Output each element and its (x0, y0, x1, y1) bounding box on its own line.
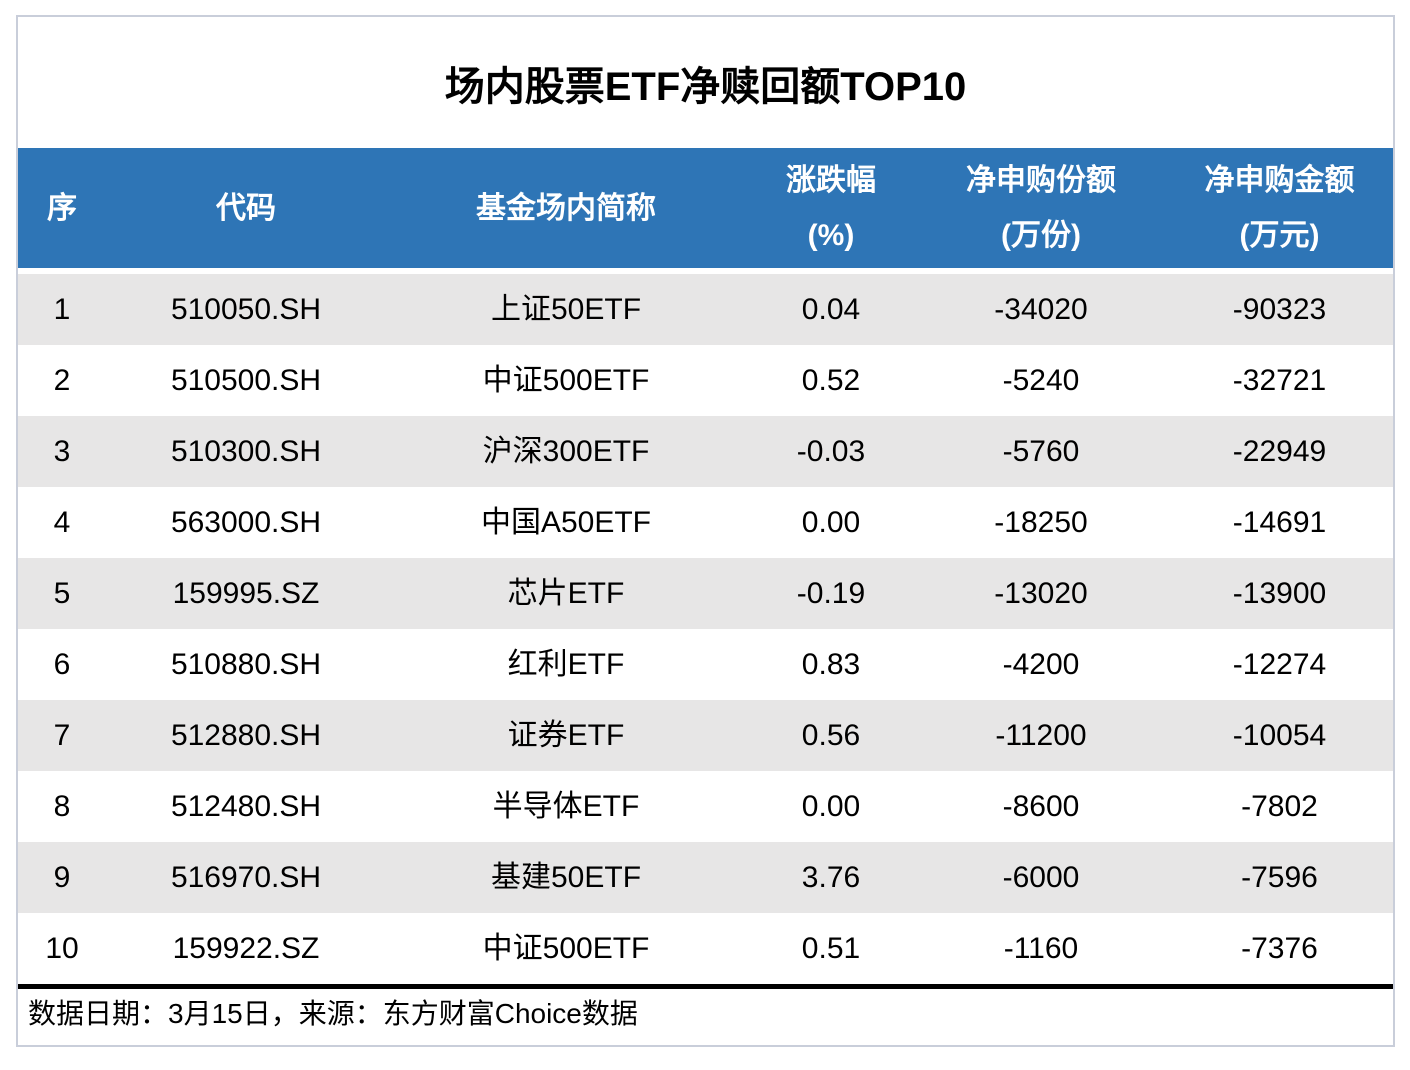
cell-rank: 3 (53, 435, 71, 468)
cell-change: 0.00 (801, 506, 861, 539)
col-header-net-shares-label-2: (万份) (1001, 219, 1081, 252)
cell-net-amount: -13900 (1232, 577, 1327, 610)
cell-code: 512880.SH (170, 719, 322, 752)
table-row: 10 159922.SZ 中证500ETF 0.51 -1160 -7376 (18, 913, 1393, 984)
cell-code: 510050.SH (170, 293, 322, 326)
cell-code: 510300.SH (170, 435, 322, 468)
cell-net-shares: -8600 (1002, 790, 1080, 823)
cell-net-amount: -14691 (1232, 506, 1327, 539)
table-frame: 场内股票ETF净赎回额TOP10 序 代码 (16, 15, 1395, 1047)
cell-fund-name: 证券ETF (507, 719, 625, 752)
cell-fund-name: 上证50ETF (490, 293, 642, 326)
cell-fund-name: 芯片ETF (507, 577, 625, 610)
cell-code: 510500.SH (170, 364, 322, 397)
col-header-fund-name-label: 基金场内简称 (476, 191, 656, 225)
cell-net-amount: -32721 (1232, 364, 1327, 397)
cell-change: 0.83 (801, 648, 861, 681)
cell-net-shares: -34020 (994, 293, 1088, 326)
cell-net-shares: -18250 (994, 506, 1088, 539)
cell-rank: 7 (53, 719, 71, 752)
cell-change: 0.56 (801, 719, 861, 752)
cell-fund-name: 红利ETF (507, 648, 625, 681)
cell-rank: 6 (53, 648, 71, 681)
cell-fund-name: 基建50ETF (490, 861, 642, 894)
col-header-net-amount: 净申购金额 (万元) (1166, 148, 1393, 274)
cell-net-amount: -12274 (1232, 648, 1327, 681)
cell-code: 512480.SH (170, 790, 322, 823)
table-header-row: 序 代码 基金场内简称 涨跌幅 (%) 净申购份额 (万份) (18, 148, 1393, 274)
cell-net-shares: -4200 (1002, 648, 1080, 681)
page-title: 场内股票ETF净赎回额TOP10 (444, 64, 967, 109)
col-header-net-amount-label-2: (万元) (1239, 219, 1320, 252)
cell-change: 0.04 (801, 293, 861, 326)
col-header-net-shares: 净申购份额 (万份) (916, 148, 1166, 274)
cell-change: -0.19 (796, 577, 866, 610)
cell-net-amount: -90323 (1232, 293, 1327, 326)
cell-fund-name: 中国A50ETF (480, 506, 652, 539)
col-header-change-label-1: 涨跌幅 (786, 164, 876, 197)
cell-rank: 2 (53, 364, 71, 397)
cell-change: 0.00 (801, 790, 861, 823)
col-header-net-shares-label-1: 净申购份额 (966, 164, 1116, 197)
cell-net-shares: -11200 (995, 719, 1087, 752)
cell-net-shares: -5240 (1002, 364, 1080, 397)
cell-change: 3.76 (801, 861, 861, 894)
cell-code: 516970.SH (170, 861, 322, 894)
cell-code: 159995.SZ (172, 577, 320, 610)
title-area: 场内股票ETF净赎回额TOP10 (18, 17, 1393, 148)
cell-net-amount: -10054 (1232, 719, 1327, 752)
cell-rank: 8 (53, 790, 71, 823)
cell-rank: 5 (53, 577, 71, 610)
col-header-code-label: 代码 (216, 191, 276, 225)
cell-net-shares: -1160 (1003, 932, 1079, 965)
table-row: 1 510050.SH 上证50ETF 0.04 -34020 -90323 (18, 271, 1393, 345)
cell-fund-name: 半导体ETF (492, 790, 640, 823)
cell-code: 159922.SZ (172, 932, 320, 965)
col-header-fund-name: 基金场内简称 (386, 148, 746, 274)
cell-change: 0.51 (801, 932, 861, 965)
cell-net-amount: -7596 (1241, 861, 1318, 894)
cell-net-shares: -13020 (994, 577, 1088, 610)
cell-net-amount: -7376 (1241, 932, 1318, 965)
cell-rank: 4 (53, 506, 71, 539)
cell-fund-name: 中证500ETF (482, 364, 650, 397)
table-row: 8 512480.SH 半导体ETF 0.00 -8600 -7802 (18, 771, 1393, 842)
table-row: 6 510880.SH 红利ETF 0.83 -4200 -12274 (18, 629, 1393, 700)
cell-rank: 1 (53, 293, 71, 326)
cell-code: 563000.SH (170, 506, 322, 539)
cell-rank: 9 (53, 861, 71, 894)
cell-code: 510880.SH (170, 648, 322, 681)
table-row: 7 512880.SH 证券ETF 0.56 -11200 -10054 (18, 700, 1393, 771)
etf-table: 序 代码 基金场内简称 涨跌幅 (%) 净申购份额 (万份) (18, 148, 1393, 984)
col-header-code: 代码 (106, 148, 386, 274)
cell-fund-name: 沪深300ETF (482, 435, 650, 468)
table-row: 2 510500.SH 中证500ETF 0.52 -5240 -32721 (18, 345, 1393, 416)
col-header-net-amount-label-1: 净申购金额 (1204, 164, 1355, 197)
table-row: 3 510300.SH 沪深300ETF -0.03 -5760 -22949 (18, 416, 1393, 487)
cell-rank: 10 (45, 932, 79, 965)
cell-net-amount: -7802 (1241, 790, 1318, 823)
table-row: 4 563000.SH 中国A50ETF 0.00 -18250 -14691 (18, 487, 1393, 558)
cell-change: 0.52 (801, 364, 861, 397)
cell-change: -0.03 (796, 435, 866, 468)
cell-fund-name: 中证500ETF (482, 932, 650, 965)
col-header-change-label-2: (%) (807, 219, 855, 252)
cell-net-amount: -22949 (1232, 435, 1327, 468)
cell-net-shares: -6000 (1002, 861, 1080, 894)
cell-net-shares: -5760 (1002, 435, 1080, 468)
table-row: 9 516970.SH 基建50ETF 3.76 -6000 -7596 (18, 842, 1393, 913)
col-header-rank: 序 (18, 148, 106, 274)
col-header-rank-label: 序 (47, 191, 77, 225)
data-source-note: 数据日期：3月15日，来源：东方财富Choice数据 (18, 984, 1393, 1042)
col-header-change: 涨跌幅 (%) (746, 148, 916, 274)
table-row: 5 159995.SZ 芯片ETF -0.19 -13020 -13900 (18, 558, 1393, 629)
